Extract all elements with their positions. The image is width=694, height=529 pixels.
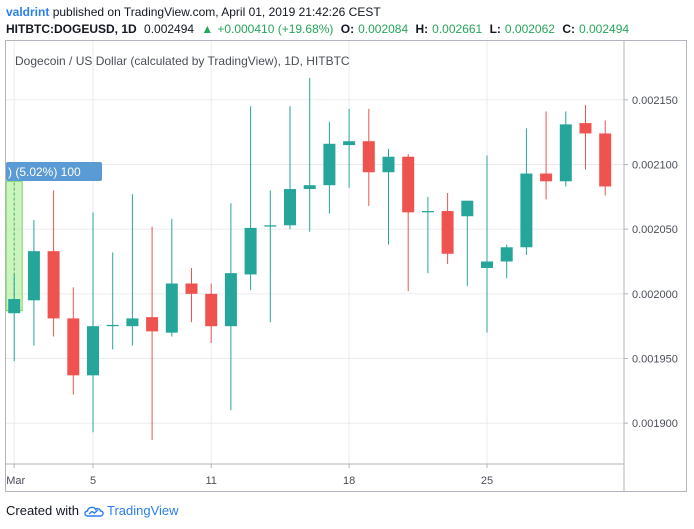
x-tick-label: 25	[481, 475, 493, 487]
y-tick-label: 0.002100	[632, 159, 678, 171]
candle-body	[205, 293, 218, 327]
candle-body	[106, 324, 119, 327]
author-name[interactable]: valdrint	[6, 5, 50, 19]
x-tick-label: 11	[205, 475, 216, 487]
candle-body	[540, 173, 553, 182]
candle-body	[27, 251, 40, 301]
chart-title: Dogecoin / US Dollar (calculated by Trad…	[15, 54, 350, 68]
published-text: published on TradingView.com, April 01, …	[52, 5, 381, 19]
candle-body	[441, 211, 454, 254]
ohlc-low-label: L:	[489, 22, 501, 36]
candle-body	[47, 251, 60, 319]
candle-body	[87, 326, 99, 376]
tradingview-brand[interactable]: TradingView	[106, 503, 179, 518]
x-tick-label: Mar	[6, 475, 25, 487]
candle-body	[185, 283, 198, 294]
y-tick-label: 0.002000	[632, 289, 678, 301]
candle-body	[461, 200, 474, 217]
ohlc-close-label: C:	[562, 22, 575, 36]
footer: Created with TradingView	[6, 503, 179, 518]
candle-body	[323, 143, 336, 186]
tradingview-cloud-icon	[84, 506, 104, 517]
candle-body	[382, 156, 395, 173]
measure-label-text: ) (5.02%) 100	[8, 165, 81, 179]
y-tick-label: 0.002150	[632, 95, 678, 107]
x-tick-label: 5	[90, 475, 96, 487]
candle-body	[520, 173, 533, 248]
symbol-label: HITBTC:DOGEUSD, 1D	[6, 22, 137, 36]
candle-body	[362, 141, 375, 173]
ohlc-open-label: O:	[340, 22, 355, 36]
candle-body	[303, 185, 316, 190]
candle-body	[244, 227, 257, 275]
x-tick-label: 18	[343, 475, 355, 487]
ohlc-line: HITBTC:DOGEUSD, 1D 0.002494 ▲ +0.000410 (…	[6, 22, 633, 36]
candle-body	[579, 123, 592, 134]
candle-body	[599, 133, 612, 187]
ohlc-close-value: 0.002494	[578, 22, 630, 36]
ohlc-open-value: 0.002084	[358, 22, 409, 36]
candle-body	[284, 189, 296, 226]
candle-body	[67, 318, 80, 376]
y-tick-label: 0.001950	[632, 354, 678, 366]
chart-frame	[5, 40, 687, 492]
ohlc-high-label: H:	[415, 22, 429, 36]
candle-body	[165, 283, 178, 333]
created-with-text: Created with	[6, 503, 79, 518]
y-tick-label: 0.001900	[632, 418, 678, 430]
y-tick-label: 0.002050	[632, 224, 678, 236]
candle-body	[264, 225, 277, 227]
measure-label-box	[6, 162, 102, 181]
publish-line: valdrint published on TradingView.com, A…	[6, 5, 381, 19]
candle-body	[224, 273, 237, 327]
candle-body	[481, 261, 493, 268]
candle-body	[402, 156, 415, 213]
candle-body	[421, 211, 434, 213]
ohlc-low-value: 0.002062	[504, 22, 555, 36]
chart-header: valdrint published on TradingView.com, A…	[0, 0, 694, 40]
candle-body	[559, 124, 572, 182]
up-triangle-icon: ▲	[201, 22, 214, 36]
last-price: 0.002494	[144, 22, 195, 36]
ohlc-high-value: 0.002661	[432, 22, 483, 36]
price-change: +0.000410 (+19.68%)	[217, 22, 334, 36]
candle-body	[146, 317, 159, 332]
candle-body	[343, 141, 356, 146]
candle-body	[8, 299, 21, 314]
candle-body	[126, 318, 139, 327]
candle-body	[500, 247, 513, 262]
